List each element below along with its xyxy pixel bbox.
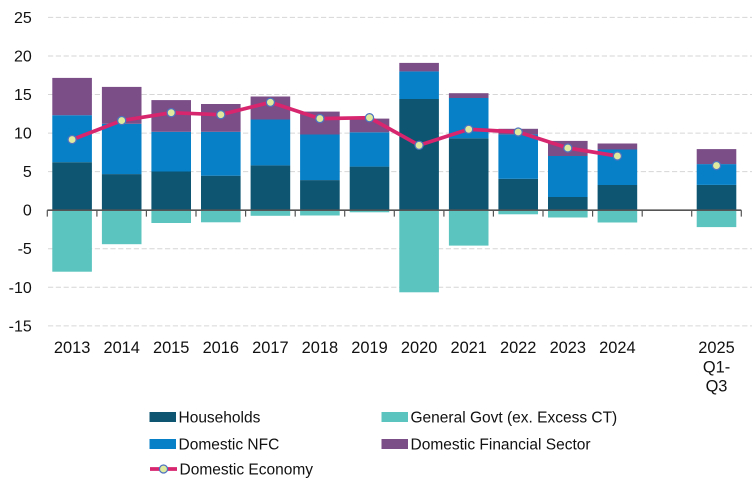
svg-text:Domestic Economy: Domestic Economy [180, 461, 314, 478]
svg-text:0: 0 [23, 203, 32, 220]
svg-text:Q1-: Q1- [703, 359, 730, 377]
svg-text:Households: Households [179, 409, 261, 426]
svg-text:2023: 2023 [550, 339, 586, 357]
svg-text:Domestic NFC: Domestic NFC [179, 436, 280, 453]
svg-text:2019: 2019 [351, 339, 387, 357]
svg-text:2018: 2018 [302, 339, 338, 357]
svg-text:2020: 2020 [401, 339, 437, 357]
svg-text:2013: 2013 [54, 339, 90, 357]
svg-text:2014: 2014 [103, 339, 139, 357]
svg-text:2025: 2025 [698, 339, 734, 357]
svg-text:5: 5 [23, 164, 32, 181]
svg-text:2022: 2022 [500, 339, 536, 357]
svg-text:2021: 2021 [450, 339, 486, 357]
svg-text:Domestic Financial Sector: Domestic Financial Sector [411, 436, 591, 453]
svg-text:10: 10 [14, 126, 32, 143]
svg-text:General Govt (ex. Excess CT): General Govt (ex. Excess CT) [411, 409, 618, 426]
svg-text:20: 20 [14, 49, 32, 66]
svg-text:2015: 2015 [153, 339, 189, 357]
svg-text:2016: 2016 [203, 339, 239, 357]
svg-text:-5: -5 [18, 241, 32, 258]
svg-text:-10: -10 [9, 280, 32, 297]
svg-text:15: 15 [14, 87, 32, 104]
svg-text:-15: -15 [9, 318, 32, 335]
svg-text:25: 25 [14, 10, 32, 27]
svg-text:2024: 2024 [599, 339, 635, 357]
svg-text:Q3: Q3 [706, 378, 728, 396]
svg-text:2017: 2017 [252, 339, 288, 357]
